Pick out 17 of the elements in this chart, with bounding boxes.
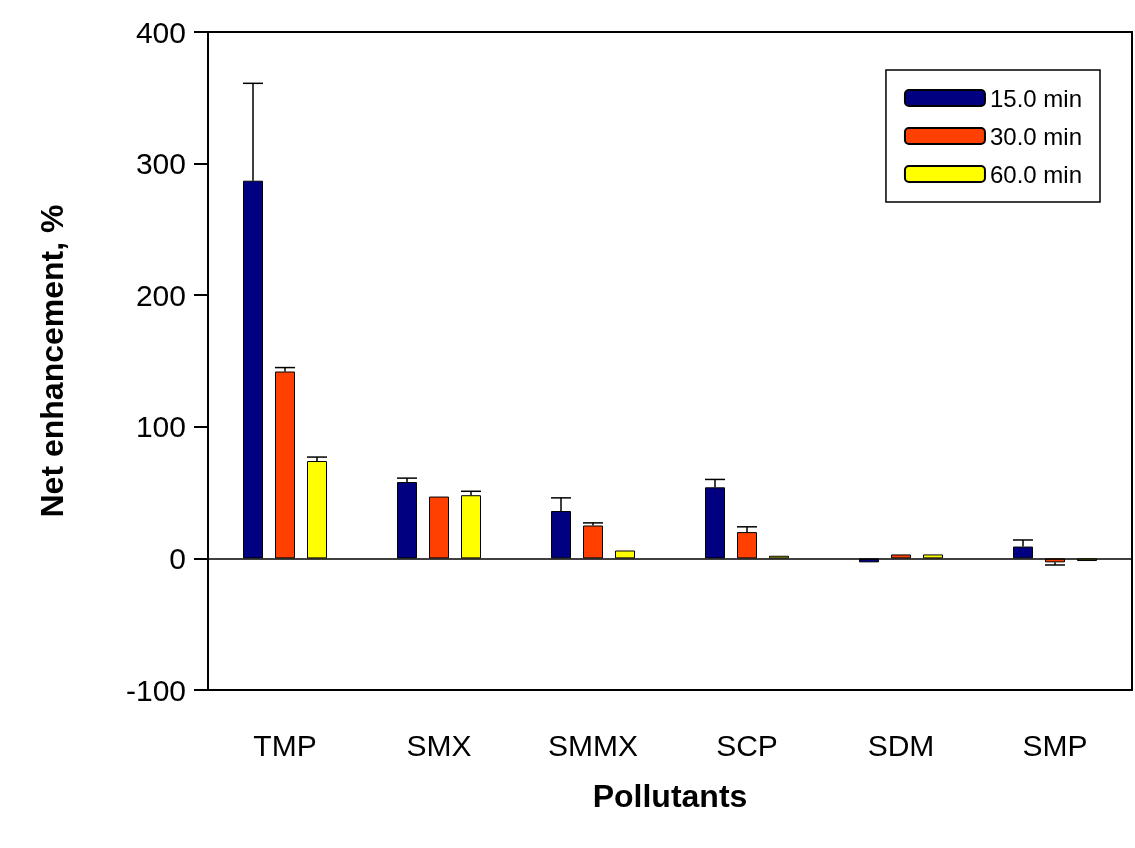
y-tick-label: -100 — [125, 673, 186, 707]
legend-label: 60.0 min — [989, 160, 1083, 188]
y-tick-label: 400 — [135, 15, 186, 49]
y-axis-title: Net enhancement, % — [34, 204, 70, 518]
x-tick-label: SMX — [406, 728, 472, 762]
y-tick-label: 0 — [169, 541, 186, 575]
legend-label: 30.0 min — [989, 122, 1083, 150]
x-tick-label: SDM — [867, 728, 935, 762]
legend-label: 15.0 min — [989, 84, 1083, 112]
y-tick-label: 100 — [135, 410, 186, 444]
x-tick-label: SMP — [1022, 728, 1088, 762]
y-tick-label: 300 — [135, 147, 186, 181]
x-tick-label: SMMX — [548, 728, 638, 762]
x-tick-label: SCP — [716, 728, 778, 762]
x-axis-title: Pollutants — [592, 778, 748, 814]
x-tick-label: TMP — [253, 728, 317, 762]
y-tick-label: 200 — [135, 278, 186, 312]
